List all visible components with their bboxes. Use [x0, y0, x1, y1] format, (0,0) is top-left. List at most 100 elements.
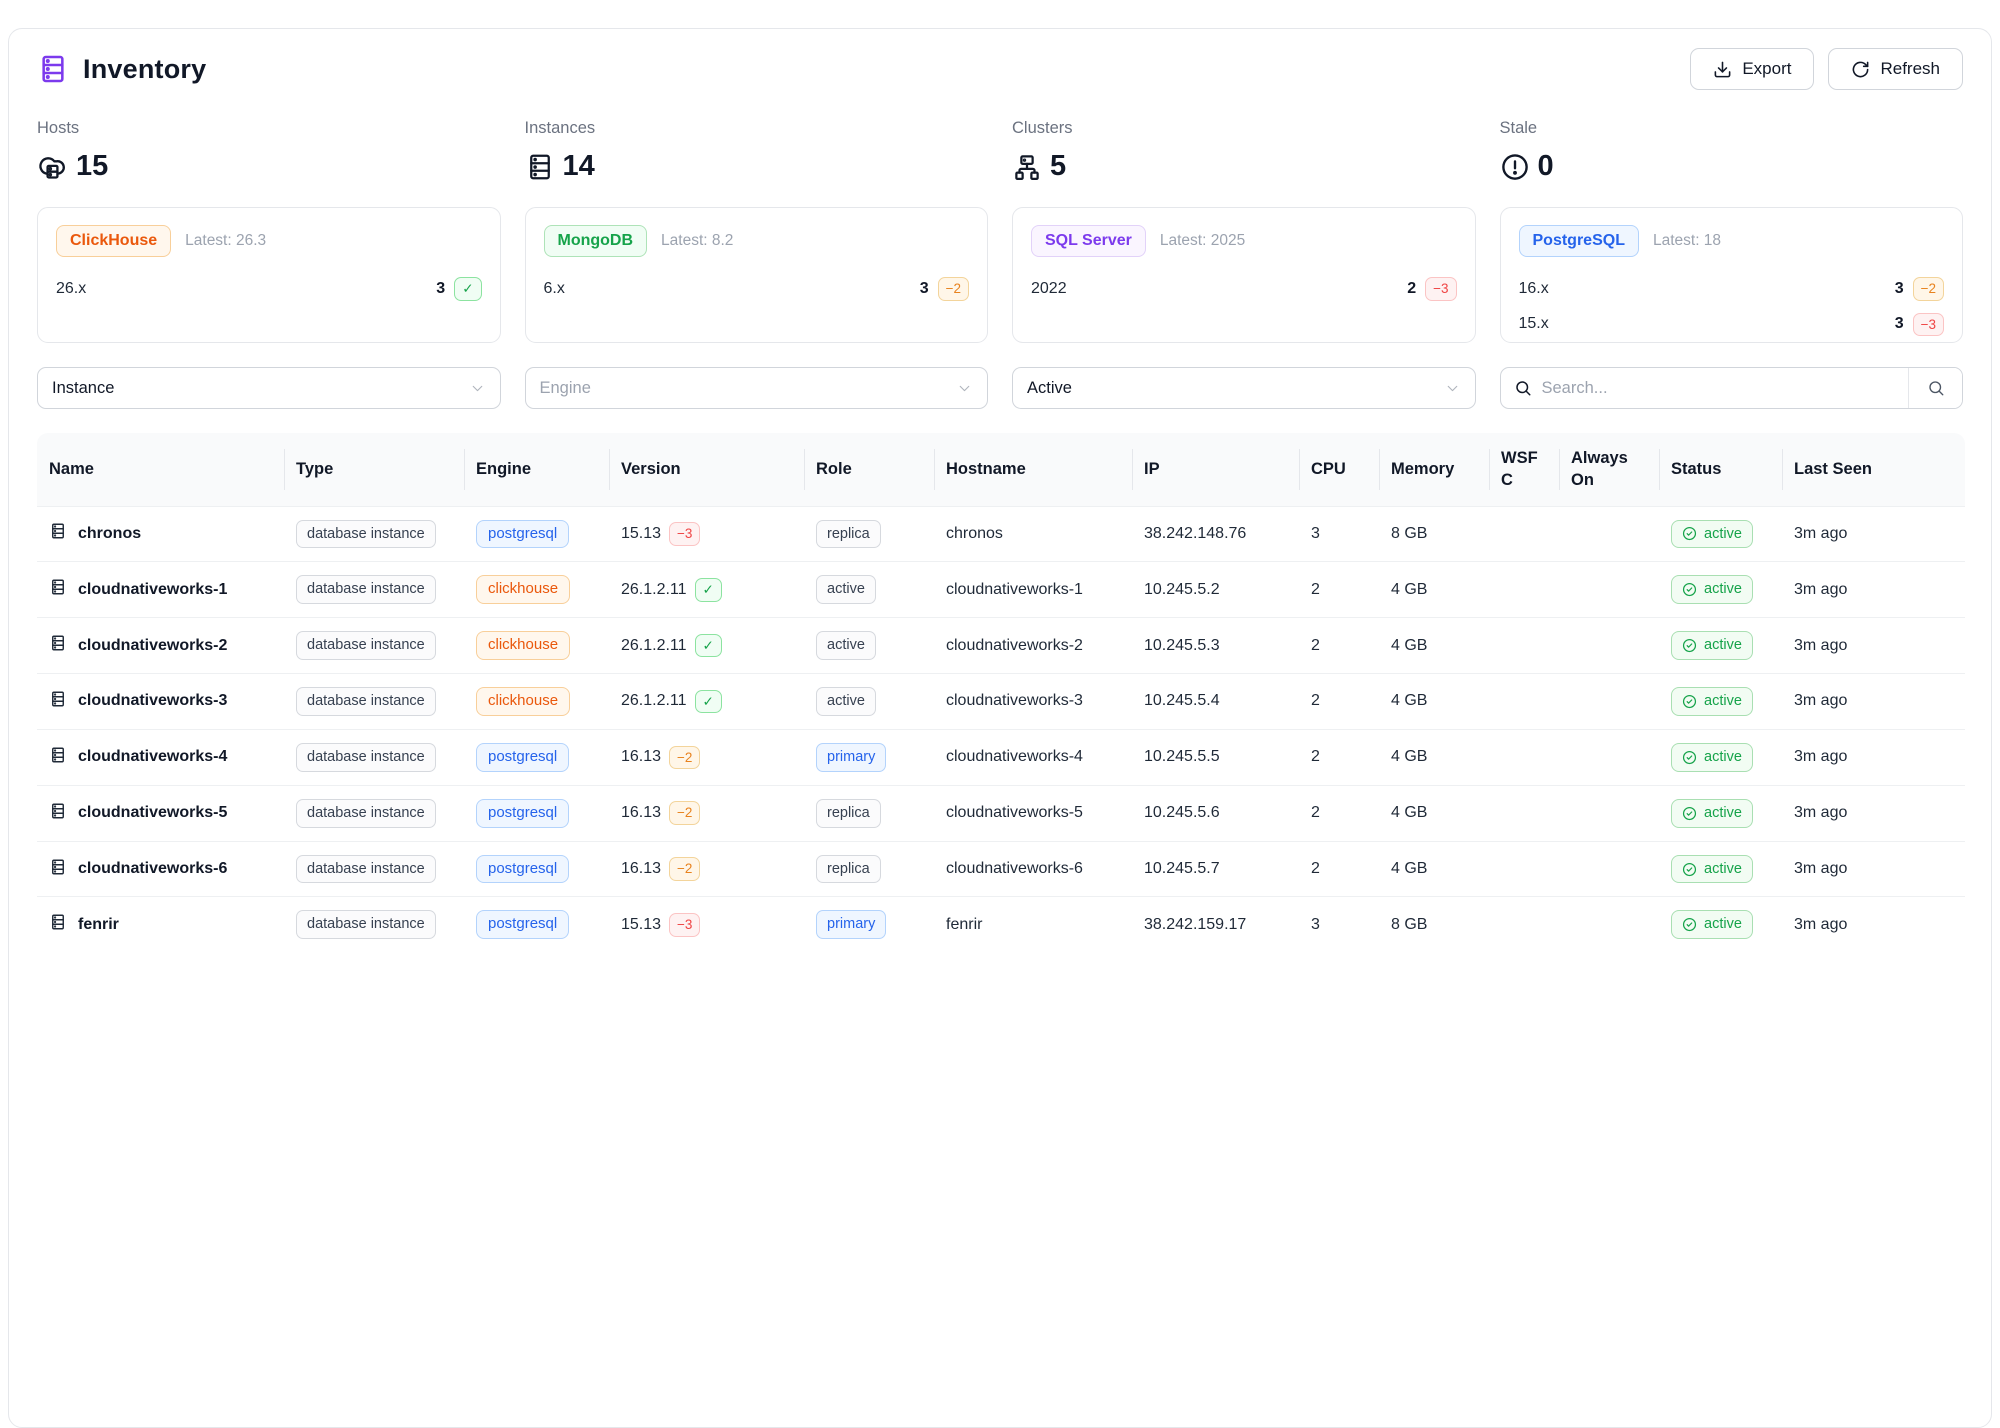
col-version[interactable]: Version — [609, 433, 804, 506]
table-row[interactable]: cloudnativeworks-1 database instance cli… — [37, 562, 1965, 618]
version-value: 15.13 — [621, 525, 661, 543]
search-icon — [1514, 379, 1532, 397]
version-label: 16.x — [1519, 280, 1549, 298]
col-type[interactable]: Type — [284, 433, 464, 506]
status-badge: active — [1671, 631, 1753, 660]
role-badge: replica — [816, 855, 881, 884]
check-circle-icon — [1682, 862, 1697, 877]
ip-cell: 10.245.5.4 — [1132, 674, 1299, 730]
ip-cell: 10.245.5.5 — [1132, 729, 1299, 785]
status-label: active — [1704, 915, 1742, 934]
alert-circle-icon — [1500, 152, 1530, 182]
inventory-table: Name Type Engine Version Role Hostname I… — [37, 433, 1963, 952]
page-header: Inventory Export Refresh — [37, 43, 1963, 95]
version-count: 2 — [1407, 280, 1416, 298]
col-engine[interactable]: Engine — [464, 433, 609, 506]
table-row[interactable]: fenrir database instance postgresql 15.1… — [37, 897, 1965, 952]
cpu-cell: 3 — [1299, 897, 1379, 952]
placeholder-value: Engine — [540, 379, 591, 398]
engine-badge: clickhouse — [476, 631, 570, 660]
table-header-row: Name Type Engine Version Role Hostname I… — [37, 433, 1965, 506]
check-circle-icon — [1682, 694, 1697, 709]
check-circle-icon — [1682, 806, 1697, 821]
alwayson-cell — [1559, 729, 1659, 785]
engine-filter-select[interactable]: Engine — [525, 367, 989, 409]
memory-cell: 4 GB — [1379, 674, 1489, 730]
stat-clusters: Clusters 5 — [1012, 119, 1476, 183]
instance-filter-select[interactable]: Instance — [37, 367, 501, 409]
check-circle-icon — [1682, 638, 1697, 653]
stat-stale: Stale 0 — [1500, 119, 1964, 183]
alwayson-cell — [1559, 785, 1659, 841]
version-count: 3 — [1895, 280, 1904, 298]
version-label: 2022 — [1031, 280, 1067, 298]
col-alwayson[interactable]: Always On — [1559, 433, 1659, 506]
type-badge: database instance — [296, 575, 436, 604]
lastseen-cell: 3m ago — [1782, 785, 1965, 841]
cpu-cell: 2 — [1299, 785, 1379, 841]
col-wsfc[interactable]: WSF C — [1489, 433, 1559, 506]
version-label: 26.x — [56, 280, 86, 298]
cpu-cell: 2 — [1299, 674, 1379, 730]
ip-cell: 10.245.5.3 — [1132, 618, 1299, 674]
lastseen-cell: 3m ago — [1782, 674, 1965, 730]
col-lastseen[interactable]: Last Seen — [1782, 433, 1965, 506]
instance-rack-icon — [49, 802, 67, 825]
stat-value: 15 — [76, 150, 108, 183]
wsfc-cell — [1489, 562, 1559, 618]
stats-row: Hosts 15 Instances — [37, 119, 1963, 183]
engine-badge: postgresql — [476, 855, 569, 884]
col-status[interactable]: Status — [1659, 433, 1782, 506]
search-box — [1500, 367, 1964, 409]
version-diff-badge: −2 — [938, 277, 969, 301]
table-row[interactable]: cloudnativeworks-3 database instance cli… — [37, 674, 1965, 730]
table-row[interactable]: cloudnativeworks-2 database instance cli… — [37, 618, 1965, 674]
status-label: active — [1704, 748, 1742, 767]
version-count: 3 — [1895, 315, 1904, 333]
stat-hosts: Hosts 15 — [37, 119, 501, 183]
stat-instances: Instances 14 — [525, 119, 989, 183]
type-badge: database instance — [296, 910, 436, 939]
version-summary-row: 15.x 3 −3 — [1519, 313, 1945, 337]
version-count: 3 — [920, 280, 929, 298]
table-row[interactable]: cloudnativeworks-5 database instance pos… — [37, 785, 1965, 841]
table-row[interactable]: chronos database instance postgresql 15.… — [37, 506, 1965, 562]
type-badge: database instance — [296, 743, 436, 772]
status-badge: active — [1671, 520, 1753, 549]
hostname-cell: cloudnativeworks-6 — [934, 841, 1132, 897]
lastseen-cell: 3m ago — [1782, 729, 1965, 785]
chevron-down-icon — [469, 380, 486, 397]
status-badge: active — [1671, 575, 1753, 604]
search-input[interactable] — [1532, 368, 1909, 408]
memory-cell: 8 GB — [1379, 897, 1489, 952]
col-name[interactable]: Name — [37, 433, 284, 506]
instance-rack-icon — [49, 913, 67, 936]
search-submit-button[interactable] — [1908, 368, 1962, 408]
engine-card-sqlserver: SQL Server Latest: 2025 2022 2 −3 — [1012, 207, 1476, 343]
engine-badge: clickhouse — [476, 687, 570, 716]
version-diff-badge: −3 — [669, 913, 700, 937]
col-memory[interactable]: Memory — [1379, 433, 1489, 506]
version-diff-badge: −3 — [1913, 313, 1944, 337]
lastseen-cell: 3m ago — [1782, 562, 1965, 618]
lastseen-cell: 3m ago — [1782, 841, 1965, 897]
selected-value: Active — [1027, 379, 1072, 398]
check-circle-icon — [1682, 750, 1697, 765]
status-filter-select[interactable]: Active — [1012, 367, 1476, 409]
col-cpu[interactable]: CPU — [1299, 433, 1379, 506]
col-hostname[interactable]: Hostname — [934, 433, 1132, 506]
engine-badge: SQL Server — [1031, 225, 1146, 257]
version-value: 16.13 — [621, 860, 661, 878]
export-button[interactable]: Export — [1690, 48, 1814, 90]
ip-cell: 10.245.5.2 — [1132, 562, 1299, 618]
instance-rack-icon — [49, 634, 67, 657]
engine-badge: MongoDB — [544, 225, 648, 257]
version-diff-badge: −3 — [1425, 277, 1456, 301]
table-row[interactable]: cloudnativeworks-6 database instance pos… — [37, 841, 1965, 897]
col-role[interactable]: Role — [804, 433, 934, 506]
refresh-button[interactable]: Refresh — [1828, 48, 1963, 90]
table-row[interactable]: cloudnativeworks-4 database instance pos… — [37, 729, 1965, 785]
role-badge: replica — [816, 799, 881, 828]
status-label: active — [1704, 804, 1742, 823]
col-ip[interactable]: IP — [1132, 433, 1299, 506]
